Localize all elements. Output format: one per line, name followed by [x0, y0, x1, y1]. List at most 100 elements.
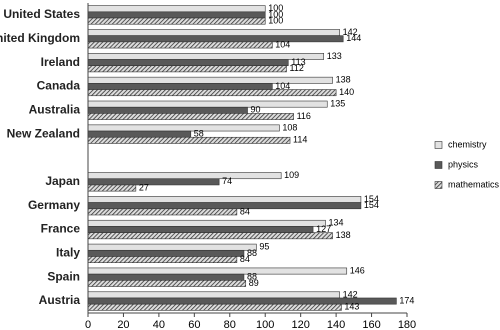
bar: [87, 208, 238, 216]
bar: [87, 89, 337, 97]
y-tick-label: Japan: [45, 174, 80, 188]
data-label: 108: [282, 122, 297, 132]
data-label: 89: [249, 278, 259, 288]
x-tick-label: 20: [117, 319, 129, 330]
data-label: 100: [268, 3, 283, 13]
legend-label: chemistry: [448, 139, 487, 149]
legend-label: physics: [448, 159, 479, 169]
data-label: 116: [297, 111, 311, 121]
data-label: 142: [343, 27, 358, 37]
bar: [87, 59, 289, 67]
data-label: 104: [275, 39, 290, 49]
data-label: 84: [240, 206, 250, 216]
data-label: 174: [399, 295, 414, 305]
bar: [87, 53, 325, 60]
x-tick-label: 140: [327, 319, 345, 330]
x-tick-label: 120: [291, 319, 309, 330]
data-label: 100: [268, 15, 283, 25]
bar: [87, 184, 137, 192]
bar: [87, 273, 245, 281]
data-label: 133: [327, 51, 342, 61]
bar: [87, 280, 247, 287]
legend-swatch: [434, 141, 443, 149]
x-tick-label: 100: [256, 319, 274, 330]
x-tick-label: 40: [153, 319, 165, 330]
x-tick-label: 160: [362, 319, 380, 330]
y-tick-label: France: [41, 222, 81, 236]
data-label: 134: [328, 218, 343, 228]
bar: [87, 17, 266, 25]
bar: [87, 113, 294, 120]
data-label: 112: [289, 63, 303, 73]
bar: [87, 35, 344, 43]
bar: [87, 41, 273, 49]
bar: [87, 196, 362, 203]
y-tick-label: Ireland: [41, 55, 80, 69]
y-tick-label: Italy: [56, 246, 80, 260]
data-label: 27: [139, 182, 149, 192]
data-label: 113: [291, 57, 305, 67]
bar: [87, 249, 245, 257]
data-label: 138: [336, 75, 351, 85]
y-tick-label: United States: [3, 7, 80, 21]
bar: [87, 76, 333, 84]
data-label: 88: [247, 272, 257, 282]
y-tick-label: Spain: [47, 269, 80, 283]
x-tick-label: 180: [398, 319, 416, 330]
bar: [87, 267, 348, 275]
legend-label: mathematics: [448, 179, 500, 189]
bar: [87, 172, 282, 180]
y-tick-label: New Zealand: [7, 126, 80, 140]
y-tick-label: United Kingdom: [0, 31, 80, 45]
bar: [87, 5, 266, 13]
data-label: 90: [251, 105, 261, 115]
data-label: 84: [240, 254, 250, 264]
bar: [87, 243, 257, 251]
bar: [87, 65, 287, 73]
bar: [87, 124, 280, 132]
bar: [87, 291, 340, 299]
data-label: 114: [293, 135, 307, 145]
data-label: 58: [194, 129, 204, 139]
data-label: 138: [336, 230, 351, 240]
legend-swatch: [434, 181, 443, 189]
data-label: 74: [222, 176, 232, 186]
bar: [87, 106, 248, 114]
data-label: 100: [268, 9, 283, 19]
data-label: 146: [350, 265, 365, 275]
x-tick-label: 0: [85, 319, 91, 330]
x-tick-label: 60: [188, 319, 200, 330]
bar: [87, 29, 340, 36]
bar: [87, 226, 314, 233]
legend-swatch: [434, 161, 443, 169]
data-label: 127: [316, 224, 331, 234]
data-label: 88: [247, 248, 257, 258]
data-label: 104: [275, 81, 290, 91]
bar: [87, 136, 291, 144]
y-tick-label: Canada: [37, 79, 81, 93]
data-label: 109: [284, 170, 299, 180]
y-tick-label: Austria: [39, 293, 81, 307]
bar: [87, 83, 273, 90]
bar: [87, 11, 266, 19]
data-label: 140: [339, 87, 354, 97]
bar: [87, 232, 333, 240]
bar: [87, 219, 326, 227]
bar: [87, 178, 220, 186]
y-tick-label: Germany: [28, 198, 80, 212]
x-tick-label: 80: [224, 319, 236, 330]
data-label: 154: [364, 194, 379, 204]
bar: [87, 303, 342, 311]
data-label: 95: [259, 242, 269, 252]
data-label: 143: [344, 302, 359, 312]
data-label: 135: [330, 98, 345, 108]
data-label: 142: [343, 289, 358, 299]
data-label: 154: [364, 200, 379, 210]
bar: [87, 202, 362, 210]
bar: [87, 130, 192, 138]
data-label: 144: [346, 33, 361, 43]
y-tick-label: Australia: [29, 102, 81, 116]
bar: [87, 100, 328, 108]
bar: [87, 256, 238, 263]
